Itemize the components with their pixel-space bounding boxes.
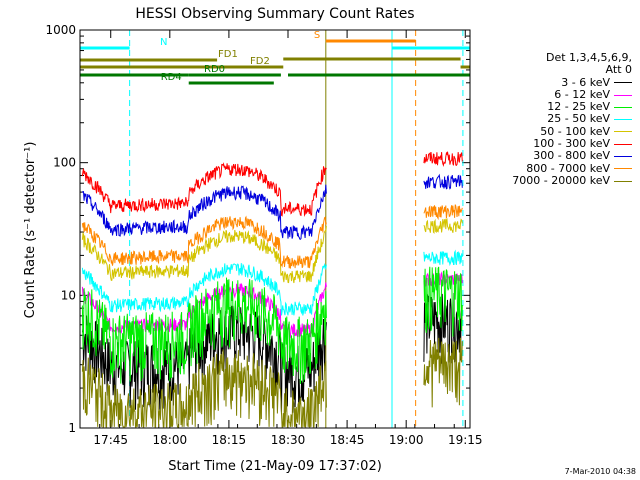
legend-label: 25 - 50 keV	[547, 112, 610, 126]
series-line-7	[81, 215, 327, 269]
chart-title: HESSI Observing Summary Count Rates	[135, 6, 414, 22]
series-line-3	[423, 249, 463, 267]
flag-bar-label: RD0	[204, 64, 225, 75]
series-line-6	[423, 173, 463, 190]
legend-entry: 300 - 800 keV	[484, 150, 632, 162]
series-line-7	[423, 204, 463, 221]
legend-swatch	[614, 143, 632, 145]
x-tick-label: 19:00	[389, 433, 424, 447]
x-tick-label: 17:45	[93, 433, 128, 447]
series-line-5	[81, 162, 327, 217]
series-line-0	[423, 292, 463, 364]
legend-label: 800 - 7000 keV	[526, 161, 610, 175]
y-tick-label: 1000	[45, 23, 76, 37]
legend-swatch	[614, 131, 632, 133]
series-line-6	[81, 184, 327, 240]
legend-label: 7000 - 20000 keV	[512, 173, 610, 187]
legend-label: 100 - 300 keV	[533, 137, 610, 151]
legend-swatch	[614, 119, 632, 121]
series-line-5	[423, 151, 463, 167]
legend-entry: 25 - 50 keV	[484, 113, 632, 125]
legend-swatch	[614, 180, 632, 182]
date-stamp: 7-Mar-2010 04:38	[564, 467, 636, 476]
x-tick-label: 18:30	[271, 433, 306, 447]
legend-label: 12 - 25 keV	[547, 100, 610, 114]
legend-entry: 12 - 25 keV	[484, 100, 632, 114]
flag-bar-label: N	[160, 37, 167, 48]
series-line-4	[81, 226, 327, 284]
series-line-3	[81, 262, 327, 316]
legend-entry: 50 - 100 keV	[484, 124, 632, 138]
flag-bar-label: S	[314, 30, 320, 41]
legend-swatch	[614, 106, 632, 108]
y-axis-label: Count Rate (s⁻¹ detector⁻¹)	[23, 142, 38, 319]
series-line-2	[423, 266, 463, 337]
x-axis-label: Start Time (21-May-09 17:37:02)	[168, 459, 382, 474]
legend-header-line-1: Det 1,3,4,5,6,9,	[545, 51, 632, 64]
legend-swatch	[614, 168, 632, 170]
x-tick-label: 18:15	[212, 433, 247, 447]
y-tick-label: 100	[53, 156, 76, 170]
legend-label: 50 - 100 keV	[540, 124, 610, 138]
series-line-4	[423, 218, 463, 234]
flag-bar-label: FD1	[218, 49, 238, 60]
x-tick-label: 19:15	[448, 433, 483, 447]
legend-swatch	[614, 156, 632, 158]
legend-entry: 800 - 7000 keV	[484, 161, 632, 175]
legend-label: 6 - 12 keV	[554, 87, 610, 101]
legend-entry: 100 - 300 keV	[484, 137, 632, 151]
x-tick-label: 18:45	[330, 433, 365, 447]
x-tick-label: 18:00	[153, 433, 188, 447]
legend-header-line-2: Att 0	[605, 63, 632, 77]
legend-entry: 6 - 12 keV	[484, 87, 632, 101]
legend-entry: 3 - 6 keV	[484, 75, 632, 89]
series-line-8	[81, 349, 327, 428]
legend-swatch	[614, 94, 632, 96]
flag-bar-label: RD4	[161, 72, 182, 83]
legend-label: 3 - 6 keV	[561, 75, 610, 89]
y-tick-label: 10	[61, 288, 76, 302]
chart-legend: Det 1,3,4,5,6,9, Att 0 3 - 6 keV 6 - 12 k…	[484, 51, 632, 187]
legend-label: 300 - 800 keV	[533, 149, 610, 163]
series-line-8	[423, 337, 463, 408]
series-line-2	[81, 277, 327, 385]
plot-frame	[79, 29, 471, 429]
flag-bar-label: FD2	[250, 56, 270, 67]
legend-swatch	[614, 82, 632, 84]
y-tick-label: 1	[68, 421, 76, 435]
legend-entry: 7000 - 20000 keV	[484, 173, 632, 187]
